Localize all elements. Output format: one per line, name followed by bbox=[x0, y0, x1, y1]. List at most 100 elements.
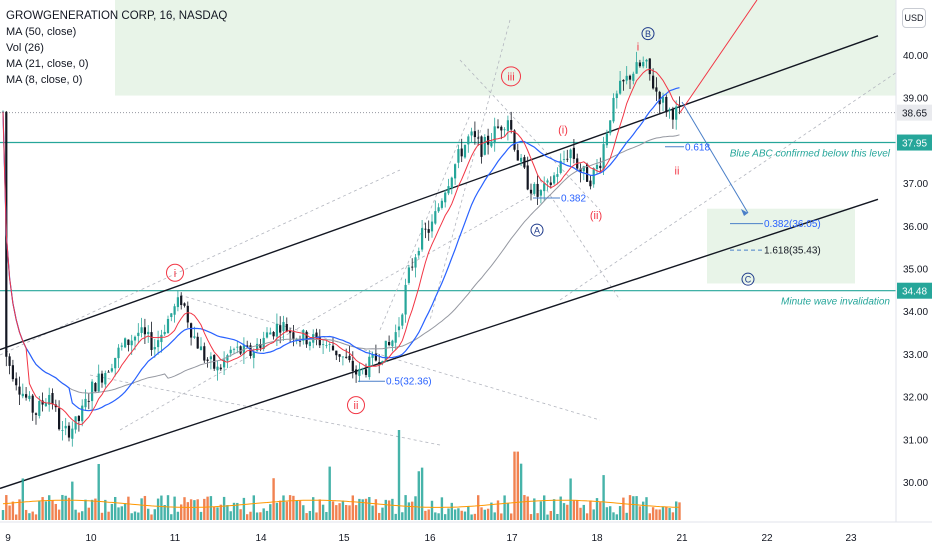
candle-body bbox=[48, 394, 51, 405]
volume-bar bbox=[209, 496, 213, 520]
candle-body bbox=[183, 303, 186, 306]
volume-bar bbox=[642, 501, 645, 520]
candle-body bbox=[348, 355, 351, 361]
candle-body bbox=[529, 189, 533, 194]
indicator-ma50[interactable]: MA (50, close) bbox=[6, 26, 77, 38]
candle-body bbox=[648, 58, 651, 75]
volume-bar bbox=[354, 505, 358, 520]
candle-body bbox=[496, 126, 500, 128]
candle-body bbox=[602, 144, 605, 170]
candle-body bbox=[8, 356, 11, 366]
candle-body bbox=[236, 346, 239, 348]
fib-label: 0.382(36.05) bbox=[764, 219, 821, 230]
volume-bar bbox=[618, 506, 622, 520]
candle-body bbox=[658, 91, 661, 105]
candle-body bbox=[473, 131, 476, 138]
volume-bar bbox=[61, 494, 64, 520]
volume-bar bbox=[288, 495, 292, 520]
volume-bar bbox=[516, 451, 519, 520]
candle-body bbox=[450, 177, 453, 188]
volume-bar bbox=[77, 512, 81, 520]
currency-badge[interactable]: USD bbox=[902, 8, 926, 28]
volume-bar bbox=[252, 495, 255, 520]
candle-body bbox=[143, 327, 146, 335]
indicator-ma21[interactable]: MA (21, close, 0) bbox=[6, 58, 89, 70]
y-tick-label: 33.00 bbox=[903, 350, 928, 361]
volume-bar bbox=[143, 495, 147, 520]
volume-bar bbox=[110, 503, 114, 520]
y-tick-label: 32.00 bbox=[903, 393, 928, 404]
wave-label: ii bbox=[675, 165, 680, 177]
channel-upper bbox=[0, 35, 879, 351]
indicator-volume[interactable]: Vol (26) bbox=[6, 42, 44, 54]
x-tick-label: 21 bbox=[676, 533, 688, 544]
candle-body bbox=[562, 159, 566, 160]
y-tick-label: 35.00 bbox=[903, 265, 928, 276]
volume-bar bbox=[467, 506, 470, 520]
candle-body bbox=[460, 148, 463, 157]
x-tick-label: 11 bbox=[170, 533, 181, 544]
volume-bar bbox=[549, 511, 552, 520]
volume-bar bbox=[529, 514, 533, 520]
volume-bar bbox=[539, 501, 543, 520]
volume-bar bbox=[391, 498, 394, 520]
x-tick-label: 16 bbox=[424, 533, 436, 544]
symbol-title[interactable]: GROWGENERATION CORP, 16, NASDAQ bbox=[6, 10, 228, 22]
volume-bar bbox=[312, 497, 315, 520]
candle-body bbox=[206, 359, 209, 361]
volume-bar bbox=[552, 499, 556, 520]
volume-bar bbox=[572, 500, 576, 520]
candle-body bbox=[605, 133, 608, 146]
volume-bar bbox=[282, 495, 285, 520]
candle-body bbox=[572, 147, 575, 159]
wave-label: (ii) bbox=[590, 210, 602, 222]
wave-label: i bbox=[637, 41, 639, 53]
volume-bar bbox=[500, 513, 503, 520]
volume-bar bbox=[582, 504, 585, 520]
wave-label: ii bbox=[354, 400, 359, 412]
candle-body bbox=[104, 373, 107, 385]
volume-bar bbox=[589, 500, 592, 520]
fib-label: 0.5(32.36) bbox=[386, 377, 432, 388]
level-price-tag bbox=[897, 282, 932, 299]
candle-body bbox=[338, 354, 341, 357]
volume-bar bbox=[358, 498, 361, 520]
volume-bar bbox=[437, 513, 440, 520]
volume-bar bbox=[279, 500, 282, 520]
candle-body bbox=[407, 267, 410, 283]
guide-line bbox=[0, 169, 401, 356]
volume-bar bbox=[348, 505, 351, 520]
x-tick-label: 18 bbox=[591, 533, 603, 544]
volume-bar bbox=[295, 500, 298, 520]
candle-body bbox=[671, 109, 674, 120]
price-axis-bg bbox=[896, 0, 932, 550]
volume-bar bbox=[364, 498, 368, 520]
candle-body bbox=[391, 340, 394, 347]
candle-body bbox=[64, 425, 67, 429]
volume-bar bbox=[321, 504, 325, 520]
candle-body bbox=[38, 400, 41, 416]
volume-bar bbox=[411, 501, 414, 520]
volume-bar bbox=[84, 499, 87, 520]
volume-bar bbox=[378, 512, 381, 520]
volume-bar bbox=[338, 503, 341, 520]
candle-body bbox=[463, 144, 467, 158]
wave-label-circle bbox=[741, 272, 755, 286]
volume-bar bbox=[156, 498, 160, 520]
ma21-line bbox=[2, 87, 680, 412]
candle-body bbox=[427, 229, 430, 233]
volume-bar bbox=[569, 478, 572, 520]
volume-bar bbox=[107, 511, 110, 520]
candle-body bbox=[232, 348, 236, 350]
candle-body bbox=[615, 93, 618, 99]
candle-body bbox=[331, 345, 335, 351]
candle-body bbox=[94, 383, 97, 392]
candle-body bbox=[133, 336, 137, 341]
volume-bar bbox=[137, 512, 140, 520]
indicator-ma8[interactable]: MA (8, close, 0) bbox=[6, 74, 83, 86]
candle-body bbox=[21, 393, 24, 397]
candle-body bbox=[25, 394, 28, 398]
candle-body bbox=[553, 175, 556, 184]
volume-bar bbox=[407, 502, 411, 520]
